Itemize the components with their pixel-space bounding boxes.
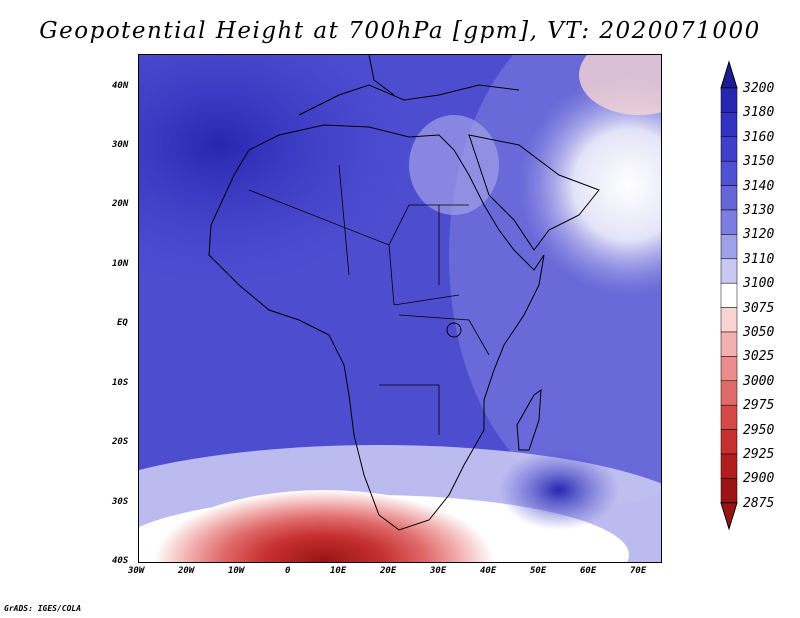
lon-label-0: 0 <box>285 566 291 576</box>
colorbar-label: 3075 <box>743 300 775 316</box>
colorbar-segment <box>720 453 738 479</box>
lat-label-30s: 30S <box>112 497 129 507</box>
colorbar-arrow-bottom <box>720 502 738 531</box>
lon-label-50e: 50E <box>530 566 547 576</box>
colorbar-label: 2975 <box>743 398 775 414</box>
lon-label-20w: 20W <box>178 566 195 576</box>
geopotential-field <box>139 55 661 562</box>
lat-label-30n: 30N <box>112 140 129 150</box>
colorbar-segment <box>720 136 738 162</box>
colorbar-segment <box>720 356 738 382</box>
colorbar-segment <box>720 87 738 113</box>
colorbar-segment <box>720 307 738 333</box>
lat-label-eq: EQ <box>117 318 128 328</box>
colorbar-label: 3050 <box>743 325 775 340</box>
colorbar-segment <box>720 112 738 138</box>
colorbar-segments <box>720 60 738 531</box>
colorbar-segment <box>720 185 738 211</box>
colorbar-label: 3160 <box>743 129 775 145</box>
colorbar-segment <box>720 478 738 504</box>
colorbar-label: 3140 <box>743 178 775 194</box>
colorbar-label: 2875 <box>743 495 775 511</box>
colorbar-segment <box>720 380 738 406</box>
colorbar-label: 2950 <box>743 422 775 438</box>
colorbar-segment <box>720 331 738 357</box>
lon-label-30w: 30W <box>128 566 145 576</box>
map-panel <box>138 54 662 563</box>
lon-label-70e: 70E <box>630 566 647 576</box>
colorbar-label: 3100 <box>743 276 775 292</box>
colorbar-segment <box>720 234 738 260</box>
colorbar-segment <box>720 209 738 235</box>
colorbar-label: 3025 <box>743 349 775 365</box>
lon-label-10w: 10W <box>228 566 245 576</box>
lon-label-60e: 60E <box>580 566 597 576</box>
colorbar-segment <box>720 258 738 284</box>
lat-label-10n: 10N <box>112 259 129 269</box>
colorbar <box>720 60 738 531</box>
colorbar-label: 3110 <box>743 251 775 267</box>
lon-label-40e: 40E <box>480 566 497 576</box>
colorbar-label: 3150 <box>743 154 775 170</box>
lon-label-20e: 20E <box>380 566 397 576</box>
lon-label-10e: 10E <box>330 566 347 576</box>
map-title: Geopotential Height at 700hPa [gpm], VT:… <box>39 18 761 44</box>
colorbar-segment <box>720 404 738 430</box>
footer-credit: GrADS: IGES/COLA <box>4 604 82 613</box>
colorbar-label: 3000 <box>743 373 775 389</box>
colorbar-label: 3200 <box>743 81 775 96</box>
colorbar-segment <box>720 429 738 455</box>
colorbar-segment <box>720 160 738 186</box>
colorbar-label: 3120 <box>743 227 775 243</box>
colorbar-label: 3180 <box>743 105 775 121</box>
colorbar-label: 3130 <box>743 203 775 218</box>
colorbar-arrow-top <box>720 60 738 89</box>
lat-label-40n: 40N <box>112 81 129 91</box>
lat-label-40s: 40S <box>112 556 129 566</box>
lat-label-20n: 20N <box>112 199 129 209</box>
lat-label-20s: 20S <box>112 437 129 447</box>
colorbar-label: 2900 <box>743 471 775 487</box>
colorbar-segment <box>720 282 738 308</box>
lat-label-10s: 10S <box>112 378 129 388</box>
colorbar-label: 2925 <box>743 447 775 462</box>
lon-label-30e: 30E <box>430 566 447 576</box>
